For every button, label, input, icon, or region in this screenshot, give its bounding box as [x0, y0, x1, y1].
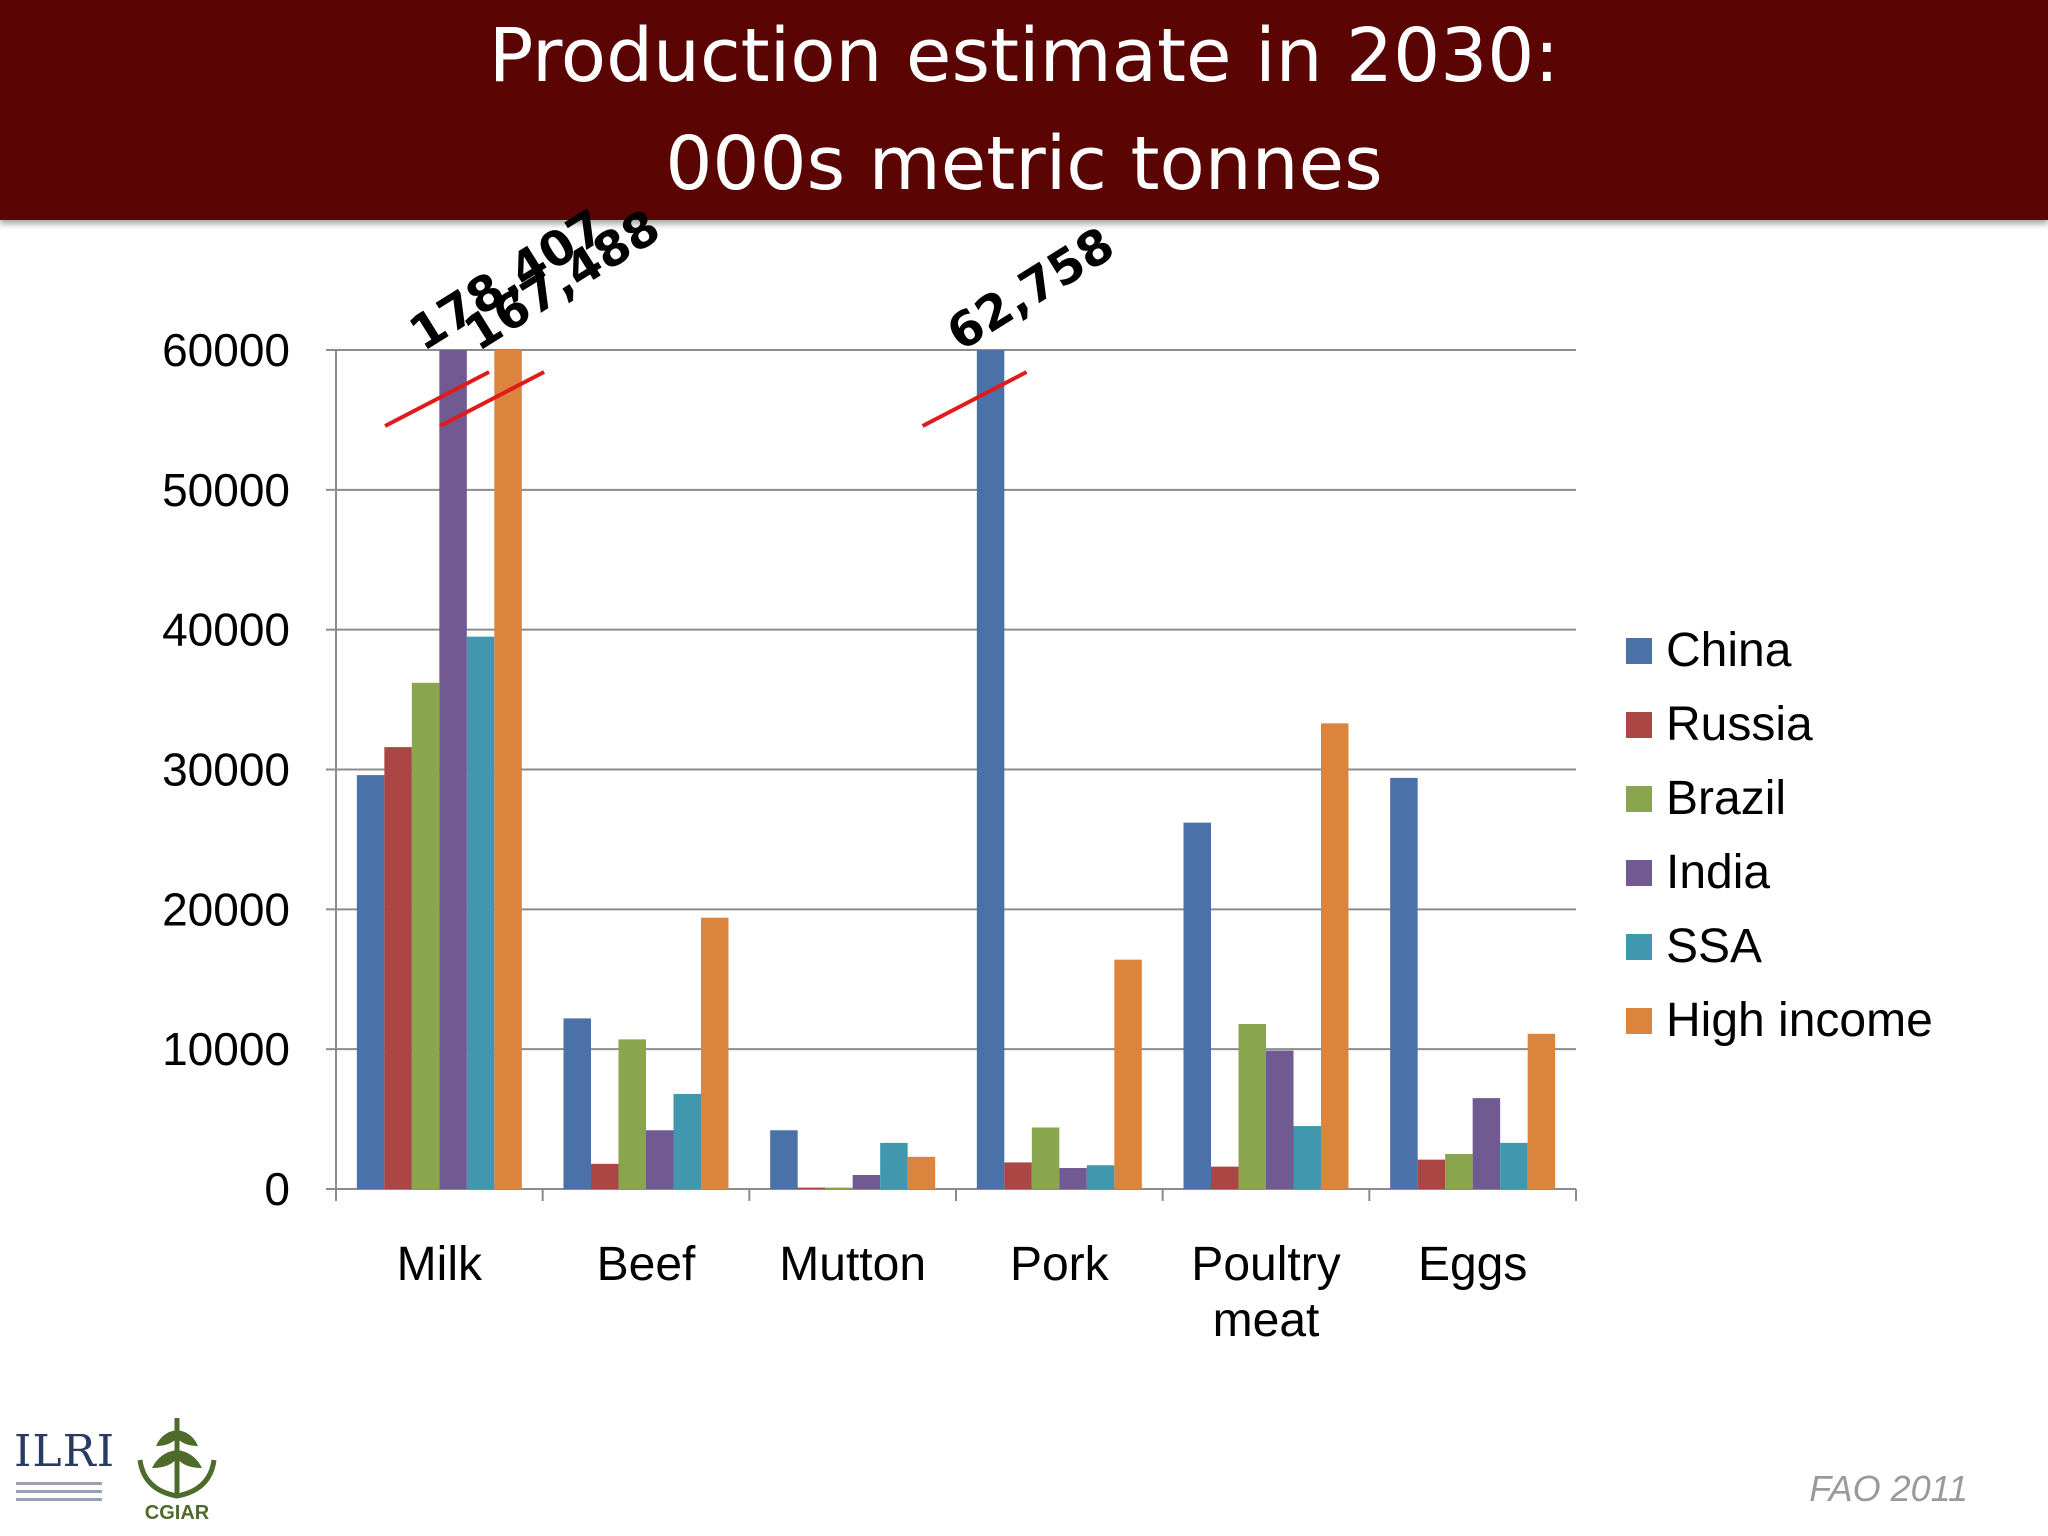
break-marker [384, 370, 491, 428]
bar-russia [591, 1163, 619, 1189]
y-tick-label: 20000 [162, 883, 290, 935]
cgiar-logo: CGIAR [132, 1410, 222, 1530]
bar-ssa [880, 1142, 908, 1189]
bar-china [563, 1018, 591, 1189]
x-category-label: meat [1213, 1294, 1320, 1347]
legend-label: India [1666, 846, 1770, 899]
bar-china [356, 775, 385, 1189]
bar-chart: 0 10000 20000 30000 40000 50000 60000 Milk Beef M… [162, 199, 1933, 1347]
y-tick-label: 60000 [162, 324, 290, 376]
y-tick-label: 50000 [162, 464, 290, 516]
break-marker [439, 370, 546, 428]
bar-india [1059, 1168, 1087, 1189]
bar-china [976, 350, 1005, 1189]
bar-china [1183, 822, 1211, 1189]
bar-brazil [618, 1039, 646, 1189]
bar-china [1390, 777, 1418, 1189]
legend-label: Russia [1666, 698, 1813, 751]
y-tick-label: 10000 [162, 1023, 290, 1075]
x-category-label: Poultry [1191, 1238, 1340, 1291]
bar-brazil [825, 1187, 853, 1189]
bar-brazil [1031, 1127, 1060, 1189]
bar-brazil [1445, 1154, 1473, 1189]
source-credit: FAO 2011 [1809, 1468, 1968, 1509]
bar-brazil [411, 682, 440, 1189]
bar-india [1266, 1050, 1294, 1189]
bar-india [852, 1175, 881, 1189]
page-title-line-1: Production estimate in 2030: [488, 13, 1560, 99]
bar-ssa [1086, 1165, 1115, 1189]
y-tick-label: 40000 [162, 604, 290, 656]
x-category-label: Pork [1010, 1238, 1110, 1291]
cgiar-wheat-icon [137, 1418, 217, 1499]
value-annotation: 62,758 [937, 217, 1124, 363]
cgiar-label: CGIAR [144, 1502, 210, 1524]
break-marker [921, 370, 1028, 428]
bar-high-income [1527, 1033, 1556, 1189]
bar-india [439, 350, 467, 1189]
bar-china [770, 1130, 798, 1189]
bar-ssa [466, 636, 495, 1189]
bar-russia [1004, 1162, 1032, 1189]
y-tick-label: 0 [264, 1163, 290, 1215]
legend-swatch [1626, 638, 1652, 664]
bar-russia [384, 747, 412, 1189]
title-bar: Production estimate in 2030: 000s metric… [0, 0, 2048, 220]
bar-ssa [1293, 1126, 1321, 1189]
legend-label: SSA [1666, 920, 1762, 973]
legend-label: High income [1666, 994, 1933, 1047]
bar-india [646, 1130, 674, 1189]
bar-russia [1417, 1159, 1446, 1189]
legend-label: Brazil [1666, 772, 1786, 825]
legend-swatch [1626, 860, 1652, 886]
page-title-line-2: 000s metric tonnes [665, 121, 1383, 207]
bar-high-income [1114, 959, 1142, 1189]
bar-high-income [907, 1156, 936, 1189]
ilri-logo: ILRI [14, 1426, 114, 1526]
legend-swatch [1626, 712, 1652, 738]
bar-brazil [1238, 1023, 1266, 1189]
legend-swatch [1626, 934, 1652, 960]
x-category-label: Mutton [779, 1238, 926, 1291]
legend-swatch [1626, 786, 1652, 812]
legend-swatch [1626, 1008, 1652, 1034]
bar-india [1472, 1098, 1501, 1189]
x-category-label: Eggs [1418, 1238, 1527, 1291]
bar-russia [797, 1187, 826, 1189]
bar-high-income [1321, 723, 1349, 1189]
bar-high-income [701, 917, 729, 1189]
x-category-label: Beef [597, 1238, 696, 1291]
x-category-label: Milk [397, 1238, 483, 1291]
bar-russia [1211, 1166, 1239, 1189]
bar-high-income [494, 350, 522, 1189]
y-tick-label: 30000 [162, 744, 290, 796]
bar-ssa [673, 1093, 701, 1189]
footer-logos: ILRI CGIAR [14, 1410, 217, 1530]
legend-label: China [1666, 624, 1792, 677]
bar-ssa [1500, 1142, 1528, 1189]
